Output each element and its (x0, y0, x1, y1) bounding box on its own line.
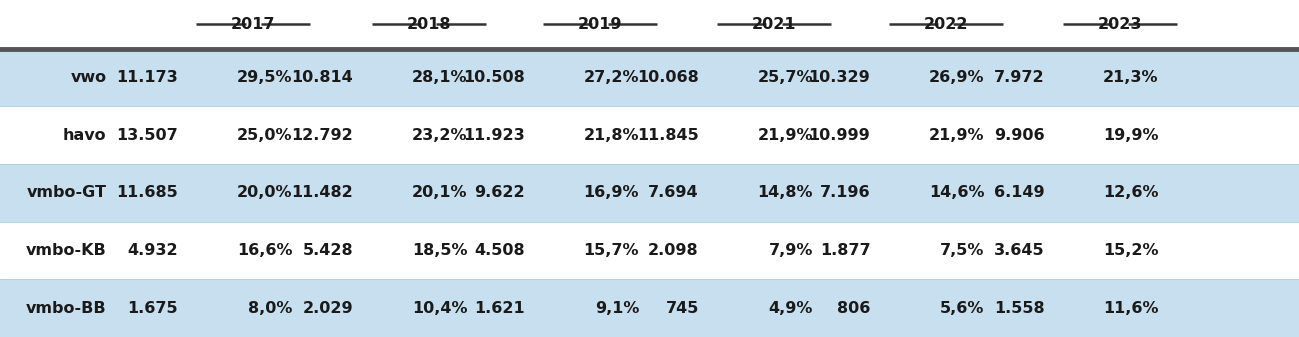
Text: 28,1%: 28,1% (412, 70, 468, 85)
Text: 21,3%: 21,3% (1103, 70, 1159, 85)
Text: 1.621: 1.621 (474, 301, 525, 316)
Text: 11.685: 11.685 (116, 185, 178, 201)
Text: 10.329: 10.329 (808, 70, 870, 85)
Text: 7.196: 7.196 (820, 185, 870, 201)
Text: 10.814: 10.814 (291, 70, 353, 85)
Text: 2022: 2022 (924, 17, 968, 32)
Text: havo: havo (62, 128, 107, 143)
Bar (0, 0, 1299, 49)
Text: 10.068: 10.068 (637, 70, 699, 85)
Text: 9.622: 9.622 (474, 185, 525, 201)
Text: vmbo-GT: vmbo-GT (26, 185, 107, 201)
Text: 27,2%: 27,2% (583, 70, 639, 85)
Text: 12.792: 12.792 (291, 128, 353, 143)
Text: 2023: 2023 (1098, 17, 1142, 32)
Text: 21,9%: 21,9% (757, 128, 813, 143)
Bar (0, 279, 1299, 337)
Text: 2.098: 2.098 (648, 243, 699, 258)
Text: 806: 806 (837, 301, 870, 316)
Text: 5,6%: 5,6% (940, 301, 985, 316)
Text: 20,0%: 20,0% (236, 185, 292, 201)
Text: 4,9%: 4,9% (769, 301, 813, 316)
Text: 13.507: 13.507 (116, 128, 178, 143)
Text: 7.972: 7.972 (994, 70, 1044, 85)
Text: 26,9%: 26,9% (929, 70, 985, 85)
Text: 745: 745 (665, 301, 699, 316)
Text: 14,8%: 14,8% (757, 185, 813, 201)
Text: 15,7%: 15,7% (583, 243, 639, 258)
Text: 6.149: 6.149 (994, 185, 1044, 201)
Text: 10,4%: 10,4% (412, 301, 468, 316)
Text: 10.999: 10.999 (808, 128, 870, 143)
Text: 2018: 2018 (407, 17, 451, 32)
Bar (0, 106, 1299, 164)
Bar (0, 222, 1299, 279)
Text: vmbo-KB: vmbo-KB (26, 243, 107, 258)
Text: 1.675: 1.675 (127, 301, 178, 316)
Text: 11,6%: 11,6% (1103, 301, 1159, 316)
Text: 8,0%: 8,0% (248, 301, 292, 316)
Text: 29,5%: 29,5% (236, 70, 292, 85)
Text: 9,1%: 9,1% (595, 301, 639, 316)
Text: vmbo-BB: vmbo-BB (26, 301, 107, 316)
Text: 12,6%: 12,6% (1103, 185, 1159, 201)
Text: 4.508: 4.508 (474, 243, 525, 258)
Text: 21,8%: 21,8% (583, 128, 639, 143)
Text: 2017: 2017 (231, 17, 275, 32)
Bar (0, 49, 1299, 106)
Text: 7,5%: 7,5% (940, 243, 985, 258)
Text: 7.694: 7.694 (648, 185, 699, 201)
Text: 20,1%: 20,1% (412, 185, 468, 201)
Text: 19,9%: 19,9% (1103, 128, 1159, 143)
Text: 11.173: 11.173 (116, 70, 178, 85)
Bar (0, 164, 1299, 222)
Text: 5.428: 5.428 (303, 243, 353, 258)
Text: 2021: 2021 (752, 17, 796, 32)
Text: 18,5%: 18,5% (412, 243, 468, 258)
Text: 16,6%: 16,6% (236, 243, 292, 258)
Text: 11.923: 11.923 (462, 128, 525, 143)
Text: 23,2%: 23,2% (412, 128, 468, 143)
Text: 21,9%: 21,9% (929, 128, 985, 143)
Text: 15,2%: 15,2% (1103, 243, 1159, 258)
Text: 3.645: 3.645 (994, 243, 1044, 258)
Text: 4.932: 4.932 (127, 243, 178, 258)
Text: 2019: 2019 (578, 17, 622, 32)
Text: vwo: vwo (70, 70, 107, 85)
Text: 11.845: 11.845 (637, 128, 699, 143)
Text: 25,7%: 25,7% (757, 70, 813, 85)
Text: 25,0%: 25,0% (236, 128, 292, 143)
Text: 14,6%: 14,6% (929, 185, 985, 201)
Text: 1.877: 1.877 (820, 243, 870, 258)
Text: 11.482: 11.482 (291, 185, 353, 201)
Text: 7,9%: 7,9% (769, 243, 813, 258)
Text: 10.508: 10.508 (462, 70, 525, 85)
Text: 1.558: 1.558 (994, 301, 1044, 316)
Text: 9.906: 9.906 (994, 128, 1044, 143)
Text: 2.029: 2.029 (303, 301, 353, 316)
Text: 16,9%: 16,9% (583, 185, 639, 201)
